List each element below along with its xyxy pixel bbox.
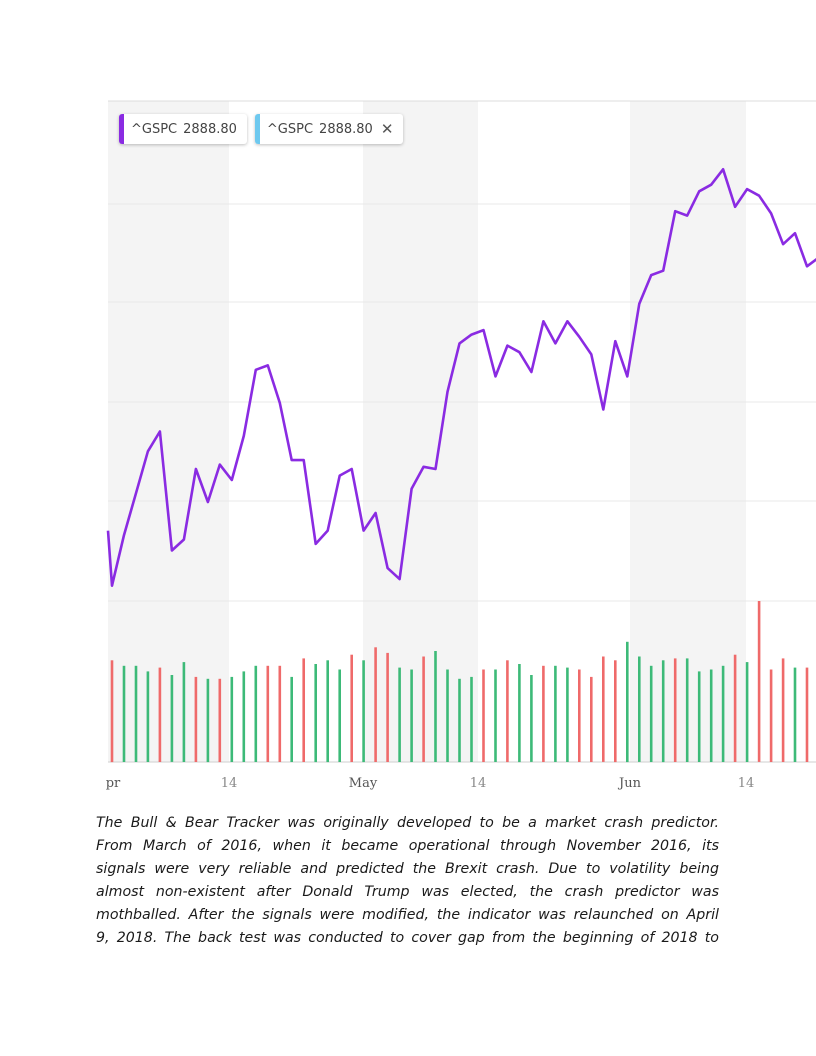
- volume-bar: [697, 671, 701, 762]
- volume-bar: [182, 662, 186, 762]
- volume-bar: [314, 664, 317, 763]
- volume-bar: [386, 652, 389, 762]
- volume-bar: [350, 654, 353, 762]
- volume-bar: [554, 665, 557, 762]
- volume-bar: [745, 662, 749, 762]
- volume-bar: [326, 660, 329, 763]
- close-icon[interactable]: ✕: [380, 120, 394, 138]
- volume-bar: [506, 660, 509, 763]
- volume-bar: [290, 676, 293, 762]
- volume-bar: [626, 641, 629, 763]
- paragraph-line: From March of 2016, when it became opera…: [96, 838, 719, 854]
- volume-bar: [110, 660, 114, 763]
- volume-bar: [302, 658, 305, 762]
- volume-bar: [673, 658, 677, 762]
- legend-symbol: ^GSPC: [131, 121, 178, 137]
- volume-bar: [158, 667, 162, 762]
- volume-bar: [494, 669, 497, 762]
- volume-bar: [146, 671, 150, 762]
- volume-bar: [805, 667, 809, 762]
- volume-bar: [578, 669, 581, 762]
- x-tick-label: Jun: [617, 776, 642, 791]
- volume-bar: [638, 656, 641, 762]
- volume-bar: [434, 651, 437, 762]
- volume-bar: [206, 678, 210, 763]
- volume-bar: [781, 658, 785, 762]
- x-tick-label: 14: [470, 776, 487, 791]
- grid-band: [363, 101, 478, 762]
- volume-bar: [721, 665, 725, 762]
- volume-bar: [410, 669, 413, 762]
- x-tick-label: May: [349, 776, 378, 791]
- volume-bar: [709, 669, 713, 762]
- x-tick-label: 14: [221, 776, 238, 791]
- volume-bar: [218, 678, 222, 763]
- volume-bar: [446, 669, 449, 762]
- volume-bar: [362, 660, 365, 763]
- volume-bar: [530, 675, 533, 762]
- volume-bar: [482, 669, 485, 762]
- paragraph-line: mothballed. After the signals were modif…: [96, 907, 719, 923]
- volume-bar: [542, 665, 545, 762]
- volume-bar: [254, 665, 258, 762]
- volume-bar: [793, 667, 797, 762]
- volume-bar: [374, 647, 377, 762]
- volume-bar: [338, 669, 341, 762]
- grid-band: [108, 101, 229, 762]
- volume-bar: [661, 660, 665, 763]
- paragraph-line: signals were very reliable and predicted…: [96, 861, 719, 877]
- volume-bar: [242, 671, 246, 762]
- volume-bar: [458, 678, 461, 763]
- volume-bar: [566, 667, 569, 762]
- volume-bar: [733, 654, 737, 762]
- paragraph-line: almost non-existent after Donald Trump w…: [96, 884, 719, 900]
- description-paragraph: The Bull & Bear Tracker was originally d…: [96, 812, 719, 950]
- legend-chip-comparison[interactable]: ^GSPC 2888.80 ✕: [254, 114, 404, 144]
- legend: ^GSPC 2888.80 ^GSPC 2888.80 ✕: [119, 114, 404, 144]
- volume-bar: [422, 656, 425, 762]
- volume-bar: [590, 676, 593, 762]
- volume-bar: [170, 675, 174, 762]
- volume-bar: [266, 665, 270, 762]
- volume-bar: [757, 601, 761, 762]
- volume-bar: [134, 665, 138, 762]
- volume-bar: [518, 664, 521, 763]
- legend-value: 2888.80: [183, 121, 237, 137]
- volume-bar: [194, 676, 198, 762]
- volume-bar: [122, 665, 126, 762]
- volume-bar: [685, 658, 689, 762]
- legend-value: 2888.80: [319, 121, 373, 137]
- x-tick-label: pr: [106, 776, 121, 791]
- chart-canvas[interactable]: pr 14 May 14 Jun 14: [0, 0, 816, 800]
- volume-bar: [602, 656, 605, 762]
- legend-color-swatch: [119, 114, 124, 144]
- paragraph-line: The Bull & Bear Tracker was originally d…: [96, 815, 719, 831]
- legend-color-swatch: [254, 114, 260, 144]
- volume-bar: [398, 667, 401, 762]
- x-tick-label: 14: [738, 776, 755, 791]
- paragraph-line: 9, 2018. The back test was conducted to …: [96, 930, 719, 946]
- volume-bar: [614, 660, 617, 763]
- volume-bar: [470, 676, 473, 762]
- volume-bar: [649, 665, 653, 762]
- volume-bar: [230, 676, 234, 762]
- stock-chart[interactable]: pr 14 May 14 Jun 14 ^GSPC 2888.80 ^GSPC 2888.…: [0, 0, 816, 800]
- legend-symbol: ^GSPC: [266, 121, 314, 137]
- legend-chip-primary[interactable]: ^GSPC 2888.80: [119, 114, 247, 144]
- volume-bar: [769, 669, 773, 762]
- volume-bar: [278, 665, 282, 762]
